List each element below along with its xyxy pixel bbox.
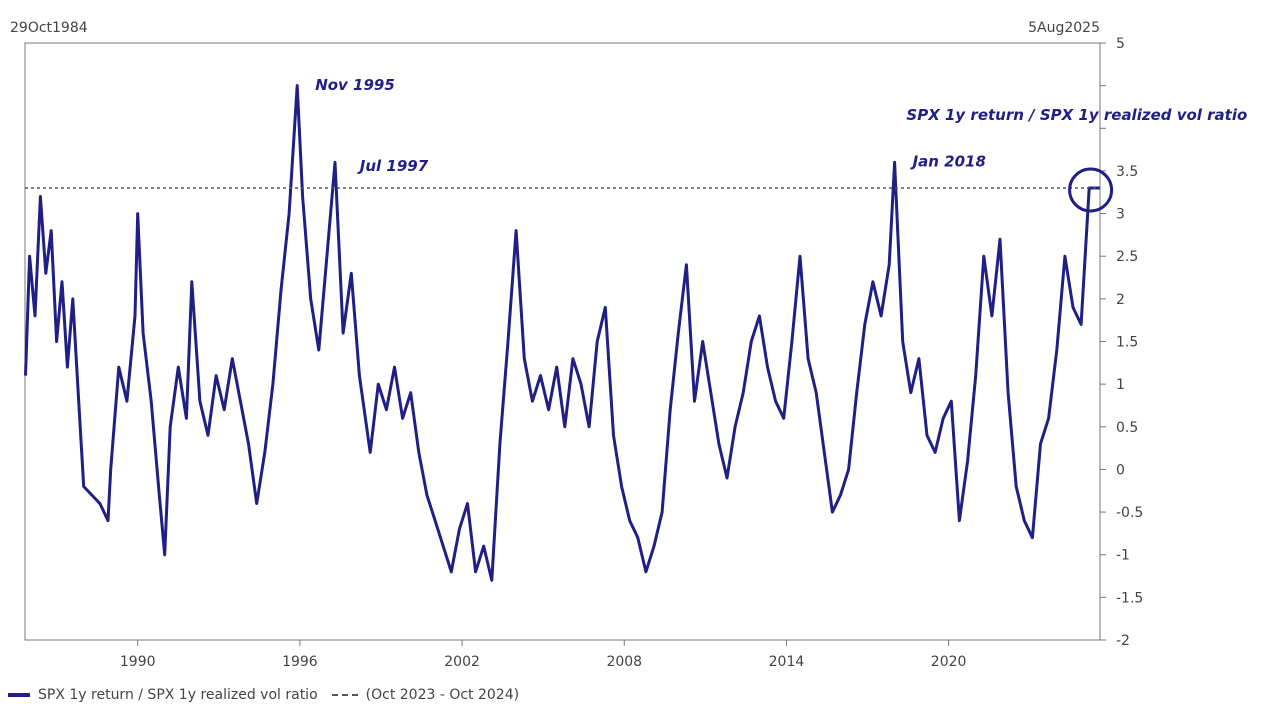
x-tick-label: 2020 <box>931 654 967 670</box>
y-tick-label: 0 <box>1116 462 1125 478</box>
y-tick-label: 0.5 <box>1116 420 1138 436</box>
y-tick-label: 1 <box>1116 377 1125 393</box>
x-tick-label: 2008 <box>606 654 642 670</box>
legend-reference-label: (Oct 2023 - Oct 2024) <box>365 687 520 703</box>
legend-dashed-line-icon <box>331 694 358 696</box>
legend-item-series: SPX 1y return / SPX 1y realized vol rati… <box>8 687 318 703</box>
x-tick-label: 1996 <box>282 654 318 670</box>
series-line <box>24 84 1100 582</box>
annotation-label: Jan 2018 <box>910 153 986 171</box>
y-tick-label: 2 <box>1116 292 1125 308</box>
annotation-layer: Nov 1995 Jul 1997 Jan 2018 SPX 1y return / … <box>315 76 1247 213</box>
y-tick-label: 2.5 <box>1116 249 1138 265</box>
y-tick-label: -0.5 <box>1116 505 1143 521</box>
start-date-label: 29Oct1984 <box>10 20 88 36</box>
legend-item-reference: (Oct 2023 - Oct 2024) <box>331 687 520 703</box>
y-tick-label: -1.5 <box>1116 590 1143 606</box>
x-axis: 1990 1996 2002 2008 2014 2020 <box>120 640 967 670</box>
highlight-circle <box>1068 167 1114 213</box>
y-tick-label: 1.5 <box>1116 335 1138 351</box>
annotation-label: SPX 1y return / SPX 1y realized vol rati… <box>906 106 1247 124</box>
y-tick-label: 5 <box>1116 36 1125 52</box>
legend-series-label: SPX 1y return / SPX 1y realized vol rati… <box>38 687 318 703</box>
legend: SPX 1y return / SPX 1y realized vol rati… <box>8 684 533 706</box>
x-tick-label: 2002 <box>444 654 480 670</box>
annotation-label: Jul 1997 <box>357 157 429 175</box>
y-tick-label: -2 <box>1116 633 1130 649</box>
y-tick-label: -1 <box>1116 548 1130 564</box>
legend-solid-line-icon <box>8 693 30 697</box>
y-tick-label: 3.5 <box>1116 164 1138 180</box>
y-axis: -2 -1.5 -1 -0.5 0 0.5 1 1.5 2 2.5 3 3.5 5 <box>1100 36 1143 649</box>
x-tick-label: 1990 <box>120 654 156 670</box>
annotation-label: Nov 1995 <box>315 76 395 94</box>
series-layer <box>24 84 1100 582</box>
y-tick-label: 3 <box>1116 207 1125 223</box>
x-tick-label: 2014 <box>769 654 805 670</box>
plot-area <box>24 42 1101 641</box>
end-date-label: 5Aug2025 <box>1028 20 1100 36</box>
